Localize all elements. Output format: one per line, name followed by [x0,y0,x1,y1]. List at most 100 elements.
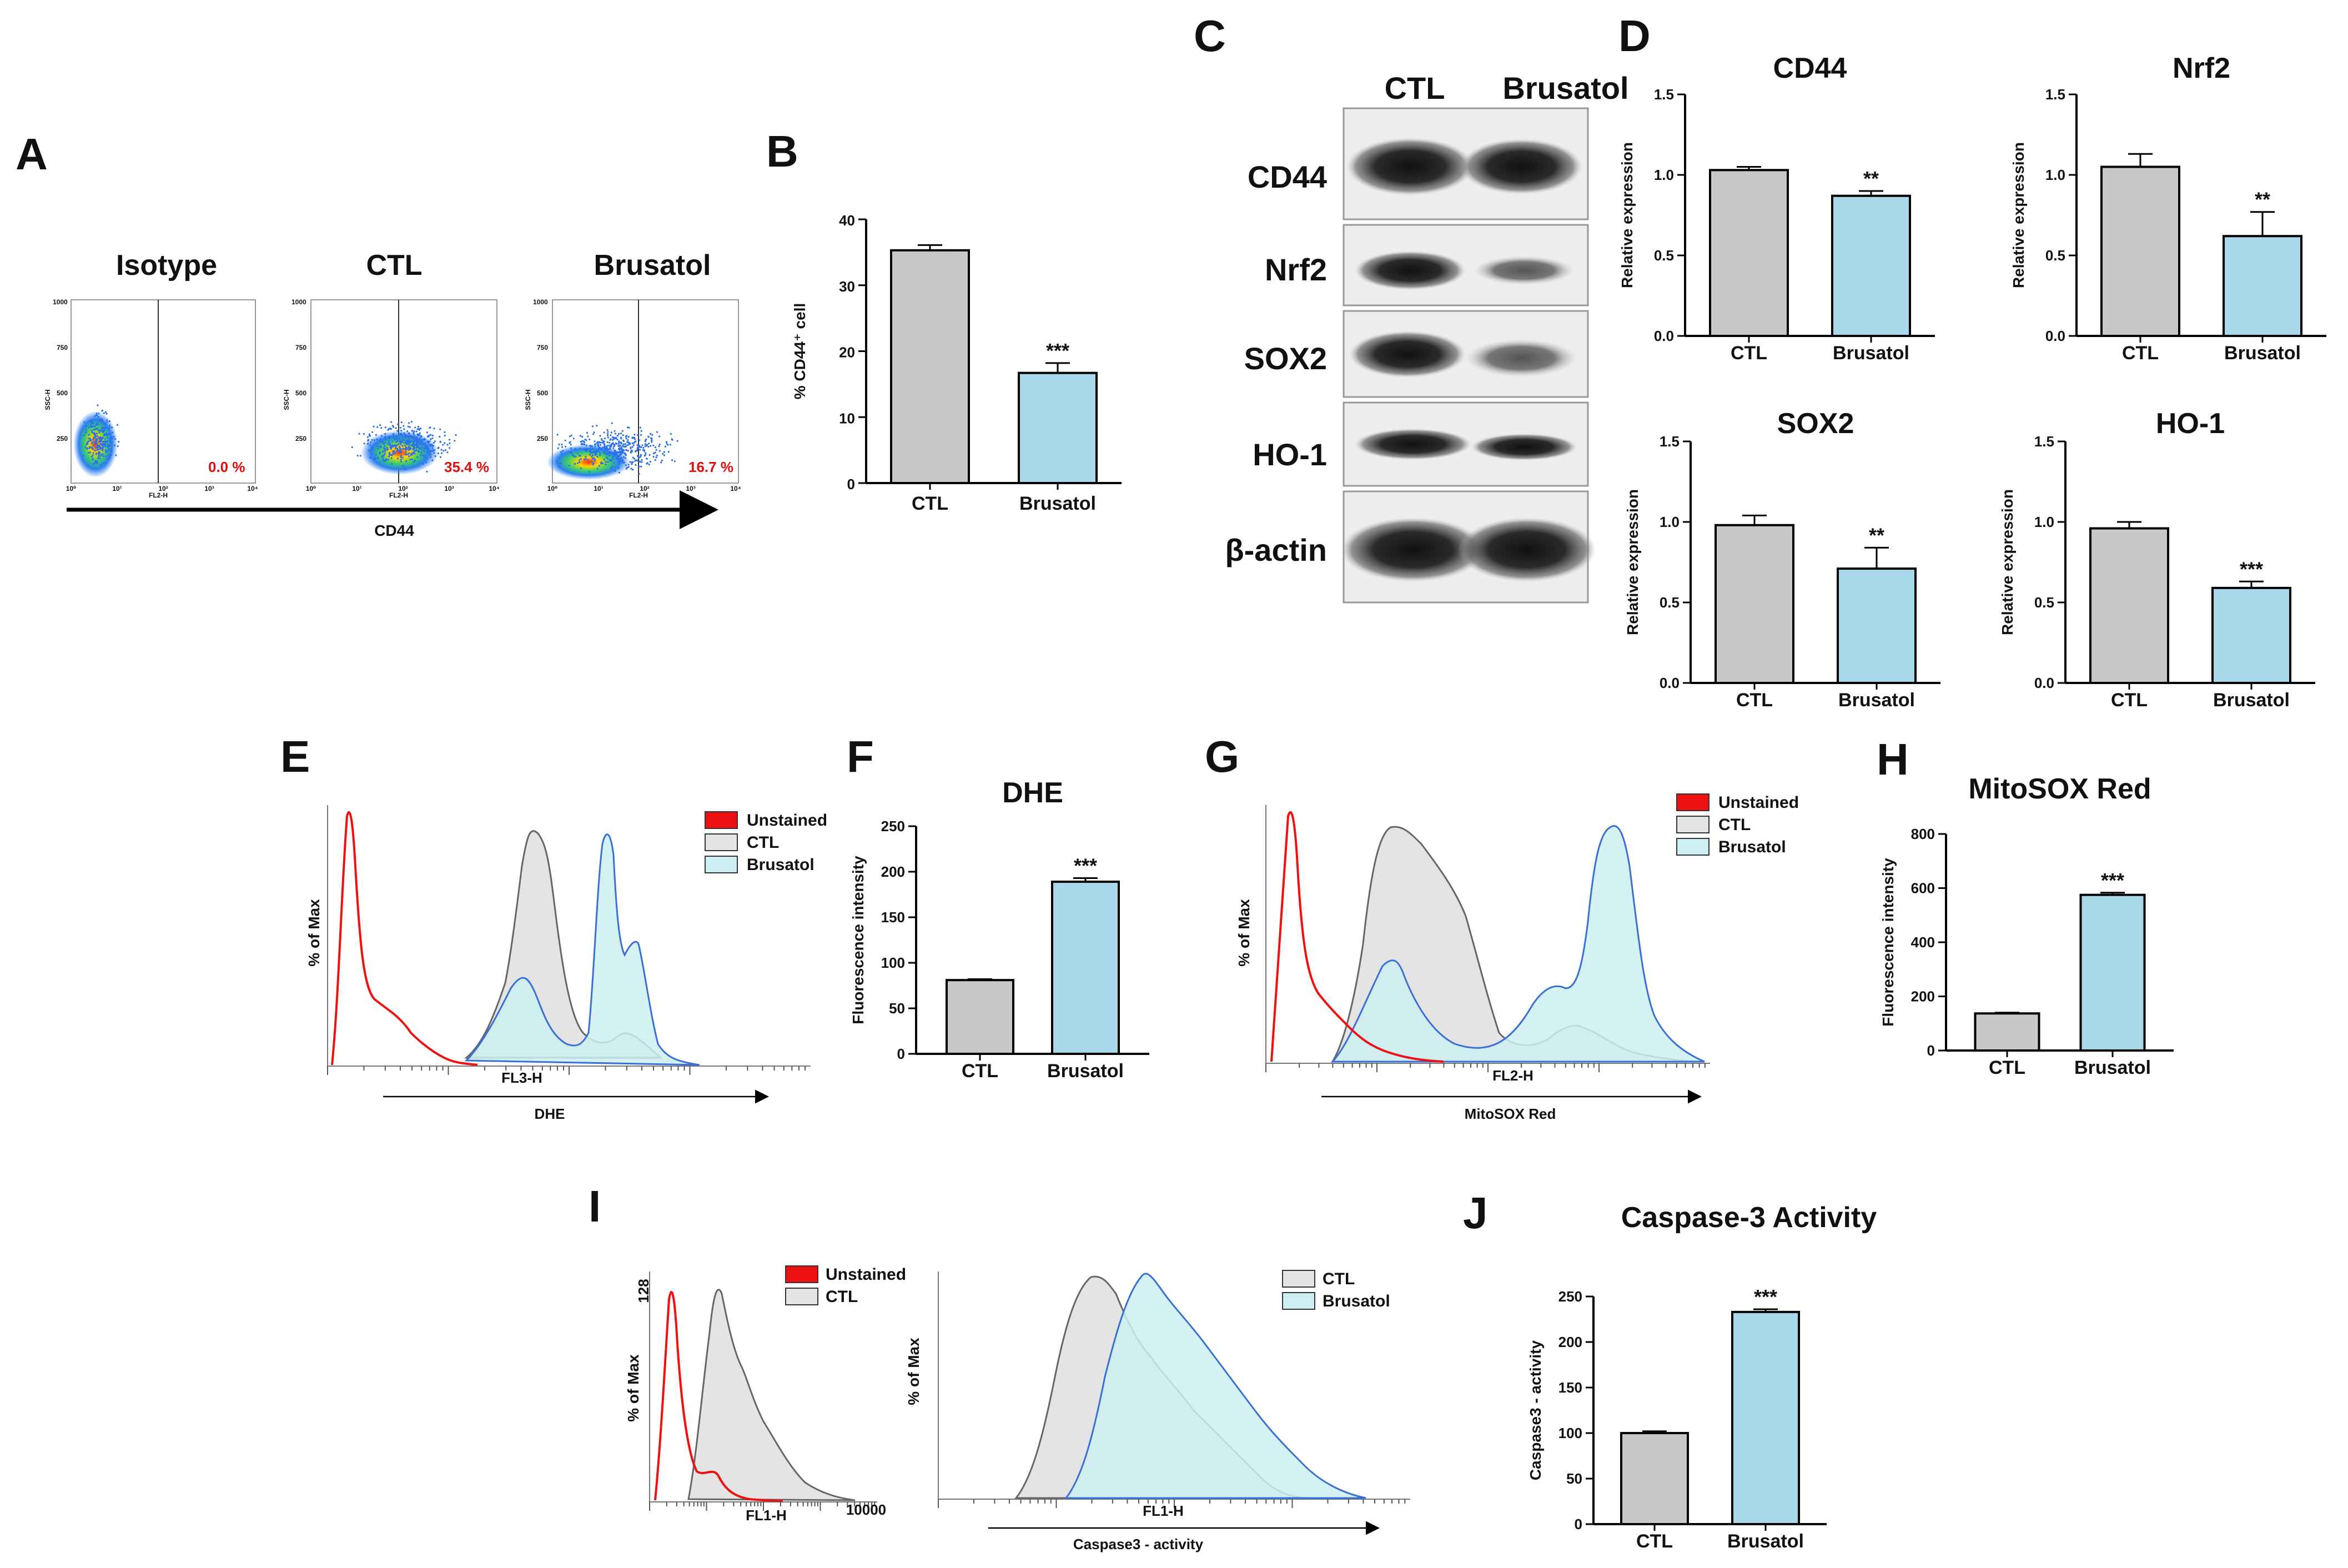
scatter-dot [101,418,103,421]
scatter-dot [585,444,588,446]
scatter-dot [400,458,402,461]
y-tick-label: 0.5 [2045,247,2065,264]
scatter-dot [607,431,609,433]
scatter-dot [434,455,436,458]
legend-label-unstained: Unstained [1718,793,1799,812]
scatter-dot [96,460,98,463]
scatter-dot [110,450,112,452]
scatter-dot [416,446,418,449]
chart-title: Caspase-3 Activity [1621,1202,1877,1234]
scatter-dot [621,443,623,445]
bar-brusatol [2211,586,2291,685]
scatter-dot [606,449,609,451]
scatter-dot [408,422,410,424]
scatter-dot [405,454,408,456]
scatter-dot [388,455,390,458]
scatter-dot [96,435,98,438]
scatter-dot [413,441,415,444]
bar-ctl [2100,165,2180,337]
scatter-dot [395,441,398,443]
scatter-dot [102,440,104,443]
band-ctl-cd44 [1346,138,1474,195]
scatter-dot [413,449,415,451]
scatter-dot [108,445,110,447]
scatter-dot [114,444,116,446]
scatter-dot [576,453,579,455]
scatter-dot [94,442,96,444]
scatter-dot [104,438,106,440]
scatter-dot [415,440,418,443]
scatter-dot [661,459,663,462]
scatter-dot [394,439,396,441]
scatter-dot [109,438,111,440]
scatter-dot [407,438,409,440]
scatter-dot [584,449,586,451]
scatter-dot [627,441,630,444]
scatter-dot [604,446,606,449]
scatter-dot [118,441,120,443]
scatter-dot [94,462,96,464]
y-tick-label: 20 [839,344,855,361]
scatter-dot [439,441,442,443]
scatter-dot [409,441,411,444]
x-tick: 10² [158,485,168,492]
scatter-dot [599,454,601,456]
scatter-dot [596,425,598,427]
x-tick: 10⁴ [247,485,258,492]
scatter-dot [591,460,593,463]
scatter-dot [400,421,403,424]
legend-swatch-ctl [1676,816,1710,833]
scatter-dot [656,454,658,457]
scatter-dot [99,418,101,421]
scatter-dot [82,454,84,457]
scatter-dot [638,439,641,441]
legend-swatch-unstained [785,1265,818,1283]
scatter-dot [99,446,101,448]
scatter-dot [631,442,633,444]
scatter-dot [561,444,563,446]
scatter-dot [86,441,88,444]
scatter-dot [88,434,90,436]
scatter-dot [388,436,390,438]
scatter-dot [558,443,560,446]
scatter-dot [390,421,393,423]
scatter-dot [427,440,429,443]
y-axis-label: % of Max [1235,899,1253,967]
scatter-dot [384,445,386,447]
x-axis-label: FL2-H [629,491,648,499]
scatter-dot [84,446,87,448]
scatter-dot [589,438,591,440]
legend-swatch-ctl [1282,1270,1315,1288]
scatter-dot [85,429,87,431]
scatter-dot [440,449,443,451]
scatter-dot [569,442,571,444]
scatter-dot [670,433,672,435]
scatter-dot [106,419,108,421]
scatter-dot [606,448,609,450]
category-label: CTL [1736,690,1773,711]
scatter-dot [401,445,404,447]
scatter-dot [651,434,653,436]
scatter-dot [384,452,386,454]
scatter-dot [619,451,621,454]
scatter-dot [636,444,638,446]
y-tick: 500 [295,389,306,397]
y-tick-label: 0.0 [2045,328,2065,344]
scatter-dot [405,436,407,439]
scatter-dot [102,437,104,439]
scatter-dot [384,439,387,441]
scatter-dot [603,459,605,461]
scatter-dot [578,459,580,461]
scatter-dot [395,435,397,438]
scatter-dot [594,450,596,453]
scatter-dot [422,444,424,446]
scatter-dot [392,450,394,453]
scatter-dot [382,457,384,460]
scatter-dot [400,460,403,463]
scatter-dot [416,443,418,445]
scatter-dot [420,428,422,430]
scatter-dot [93,437,95,439]
y-tick-label: 1.5 [2045,86,2065,103]
scatter-dot [620,432,622,435]
legend-swatch-unstained [1676,793,1710,811]
